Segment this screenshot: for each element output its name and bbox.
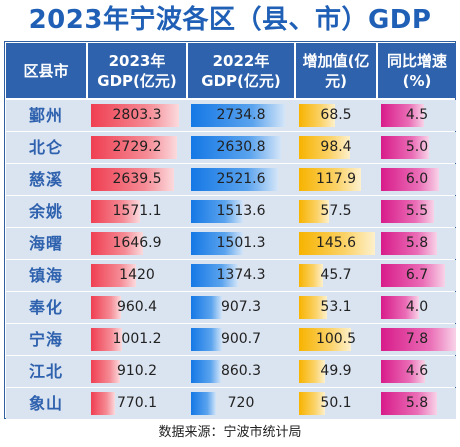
increase-bar — [299, 264, 323, 287]
gdp-2022-value: 900.7 — [220, 331, 262, 347]
growth-value: 4.0 — [405, 299, 429, 315]
gdp-2022-value: 2630.8 — [216, 139, 266, 155]
gdp-2023-value: 1001.2 — [112, 331, 162, 347]
increase-bar — [299, 360, 326, 383]
header-increase: 增加值(亿元) — [296, 43, 376, 98]
growth-value: 4.5 — [405, 107, 429, 123]
growth-value: 4.6 — [405, 363, 429, 379]
gdp-2023-value: 960.4 — [116, 299, 158, 315]
increase-value: 145.6 — [315, 235, 357, 251]
growth-value: 5.8 — [405, 395, 429, 411]
gdp-2022-bar — [191, 232, 243, 255]
gdp-2022-value: 720 — [227, 395, 255, 411]
gdp-table: 区县市 2023年GDP(亿元) 2022年GDP(亿元) 增加值(亿元) 同比… — [4, 41, 456, 419]
increase-value: 68.5 — [320, 107, 352, 123]
gdp-2023-value: 1420 — [119, 267, 155, 283]
district-name: 宁海 — [28, 330, 63, 349]
gdp-2023-bar — [91, 296, 122, 319]
increase-bar — [299, 392, 326, 415]
increase-bar — [299, 168, 361, 191]
increase-bar — [299, 136, 351, 159]
gdp-2022-value: 860.3 — [220, 363, 262, 379]
district-name: 奉化 — [28, 298, 63, 317]
growth-bar — [381, 296, 420, 319]
header-gdp-2022: 2022年GDP(亿元) — [188, 43, 294, 98]
gdp-2022-bar — [191, 264, 239, 287]
district-name: 海曙 — [28, 234, 63, 253]
increase-value: 98.4 — [320, 139, 352, 155]
gdp-2022-bar — [191, 136, 282, 159]
increase-bar — [299, 296, 327, 319]
gdp-2023-bar — [91, 104, 179, 127]
gdp-2023-bar — [91, 360, 120, 383]
increase-value: 100.5 — [315, 331, 357, 347]
growth-bar — [381, 168, 439, 191]
district-name: 江北 — [28, 362, 63, 381]
gdp-2023-bar — [91, 392, 116, 415]
gdp-2023-value: 1646.9 — [112, 235, 162, 251]
gdp-2023-bar — [91, 328, 123, 351]
gdp-2022-value: 907.3 — [220, 299, 262, 315]
gdp-2023-value: 910.2 — [116, 363, 158, 379]
header-growth: 同比增速(%) — [378, 43, 456, 98]
gdp-2022-bar — [191, 200, 244, 223]
gdp-2022-bar — [191, 328, 222, 351]
growth-value: 5.5 — [405, 203, 429, 219]
growth-value: 6.7 — [405, 267, 429, 283]
growth-value: 7.8 — [405, 331, 429, 347]
district-name: 镇海 — [28, 266, 63, 285]
gdp-2023-bar — [91, 264, 136, 287]
gdp-2023-value: 770.1 — [116, 395, 158, 411]
gdp-2022-value: 2521.6 — [216, 171, 266, 187]
growth-bar — [381, 200, 434, 223]
growth-value: 6.0 — [405, 171, 429, 187]
increase-value: 49.9 — [320, 363, 352, 379]
increase-value: 50.1 — [320, 395, 352, 411]
district-name: 慈溪 — [28, 170, 63, 189]
gdp-2023-value: 1571.1 — [112, 203, 162, 219]
gdp-2022-bar — [191, 168, 278, 191]
growth-value: 5.8 — [405, 235, 429, 251]
gdp-2022-value: 1374.3 — [216, 267, 266, 283]
growth-bar — [381, 104, 425, 127]
increase-bar — [299, 328, 352, 351]
gdp-2023-value: 2639.5 — [112, 171, 162, 187]
gdp-2023-bar — [91, 168, 174, 191]
district-name: 鄞州 — [28, 106, 63, 125]
gdp-2023-value: 2729.2 — [112, 139, 162, 155]
growth-bar — [381, 264, 446, 287]
gdp-2022-value: 2734.8 — [216, 107, 266, 123]
increase-value: 53.1 — [320, 299, 352, 315]
district-name: 余姚 — [28, 202, 63, 221]
data-source-note: 数据来源：宁波市统计局 — [158, 425, 302, 440]
gdp-2022-bar — [191, 104, 285, 127]
gdp-2022-bar — [191, 392, 216, 415]
growth-bar — [381, 232, 437, 255]
gdp-2022-bar — [191, 360, 221, 383]
header-gdp-2023: 2023年GDP(亿元) — [88, 43, 186, 98]
gdp-2022-value: 1513.6 — [216, 203, 266, 219]
gdp-2023-value: 2803.3 — [112, 107, 162, 123]
increase-bar — [299, 104, 335, 127]
gdp-2023-bar — [91, 232, 143, 255]
growth-bar — [381, 328, 456, 351]
increase-value: 117.9 — [315, 171, 357, 187]
gdp-2022-value: 1501.3 — [216, 235, 266, 251]
district-name: 象山 — [28, 394, 63, 413]
gdp-2023-bar — [91, 136, 177, 159]
growth-value: 5.0 — [405, 139, 429, 155]
increase-bar — [299, 200, 329, 223]
growth-bar — [381, 360, 426, 383]
increase-value: 45.7 — [320, 267, 352, 283]
district-name: 北仑 — [28, 138, 63, 157]
increase-value: 57.5 — [320, 203, 352, 219]
chart-title: 2023年宁波各区（县、市）GDP — [28, 5, 432, 35]
growth-bar — [381, 392, 437, 415]
increase-bar — [299, 232, 375, 255]
growth-bar — [381, 136, 430, 159]
gdp-2022-bar — [191, 296, 223, 319]
header-district: 区县市 — [6, 43, 86, 98]
gdp-2023-bar — [91, 200, 141, 223]
